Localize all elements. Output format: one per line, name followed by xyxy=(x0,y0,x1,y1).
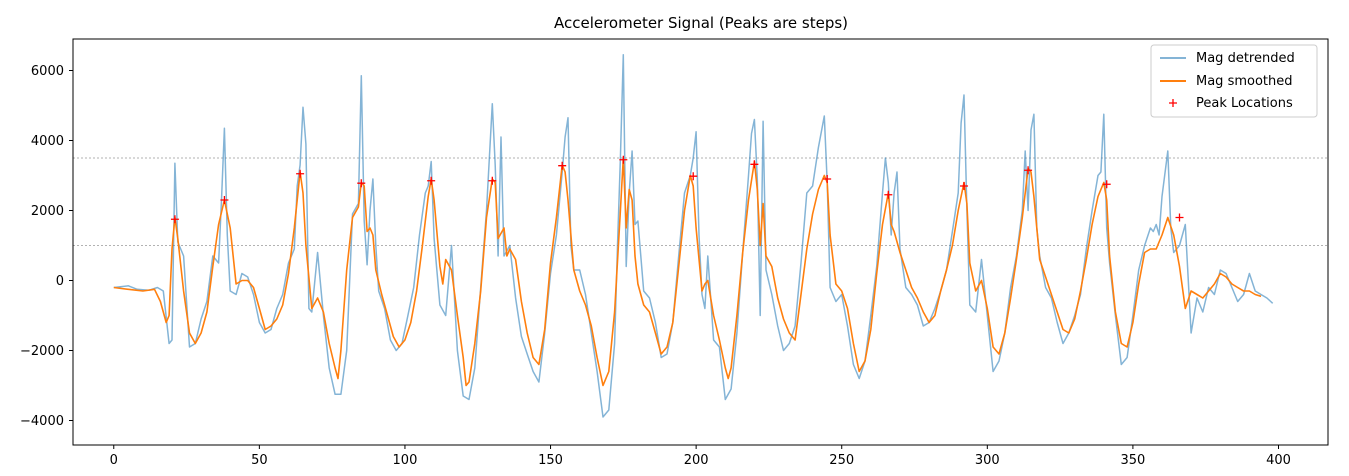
legend-label-mag-smoothed: Mag smoothed xyxy=(1196,74,1293,89)
series-line-mag-smoothed xyxy=(113,157,1262,387)
peak-marker-14 xyxy=(1102,180,1111,189)
x-axis: 0 50 100 150 200 250 300 350 400 xyxy=(110,445,1291,468)
x-tick-label: 250 xyxy=(829,453,854,468)
legend-label-mag-detrended: Mag detrended xyxy=(1196,51,1295,66)
x-tick-label: 0 xyxy=(110,453,118,468)
x-tick-label: 350 xyxy=(1120,453,1145,468)
peak-marker-0 xyxy=(170,215,179,224)
peak-marker-3 xyxy=(357,179,366,188)
x-tick-label: 150 xyxy=(538,453,563,468)
peak-marker-4 xyxy=(427,176,436,185)
y-axis: −4000 −2000 0 2000 4000 6000 xyxy=(20,64,73,429)
x-tick-label: 200 xyxy=(684,453,709,468)
series-line-mag-detrended xyxy=(113,54,1274,418)
plot-frame xyxy=(72,38,1329,446)
peak-marker-10 xyxy=(823,175,832,183)
y-tick-label: 6000 xyxy=(31,64,64,79)
peak-marker-2 xyxy=(296,169,305,178)
peak-marker-12 xyxy=(960,182,969,190)
legend-box xyxy=(1150,44,1318,118)
y-tick-label: 2000 xyxy=(31,204,64,219)
legend-label-peak-locations: Peak Locations xyxy=(1196,96,1293,111)
x-tick-label: 50 xyxy=(251,453,268,468)
chart-title: Accelerometer Signal (Peaks are steps) xyxy=(554,14,848,32)
peak-marker-7 xyxy=(619,155,628,164)
x-tick-label: 300 xyxy=(975,453,1000,468)
peak-marker-13 xyxy=(1024,166,1033,175)
y-tick-label: 0 xyxy=(56,274,64,289)
x-tick-label: 400 xyxy=(1266,453,1291,468)
legend-peak-marker xyxy=(1169,99,1177,107)
peak-marker-5 xyxy=(488,176,497,185)
peak-marker-6 xyxy=(558,161,567,170)
x-tick-label: 100 xyxy=(393,453,418,468)
peak-marker-1 xyxy=(220,196,229,204)
peak-marker-9 xyxy=(750,160,759,169)
legend-swatch-peak-locations xyxy=(1169,99,1177,107)
peak-marker-15 xyxy=(1175,213,1184,222)
y-tick-label: −2000 xyxy=(20,344,64,359)
legend: Mag detrended Mag smoothed Peak Location… xyxy=(1150,44,1318,118)
y-tick-label: 4000 xyxy=(31,134,64,149)
peak-marker-11 xyxy=(884,190,893,199)
y-tick-label: −4000 xyxy=(20,414,64,429)
peak-marker-8 xyxy=(689,172,698,181)
